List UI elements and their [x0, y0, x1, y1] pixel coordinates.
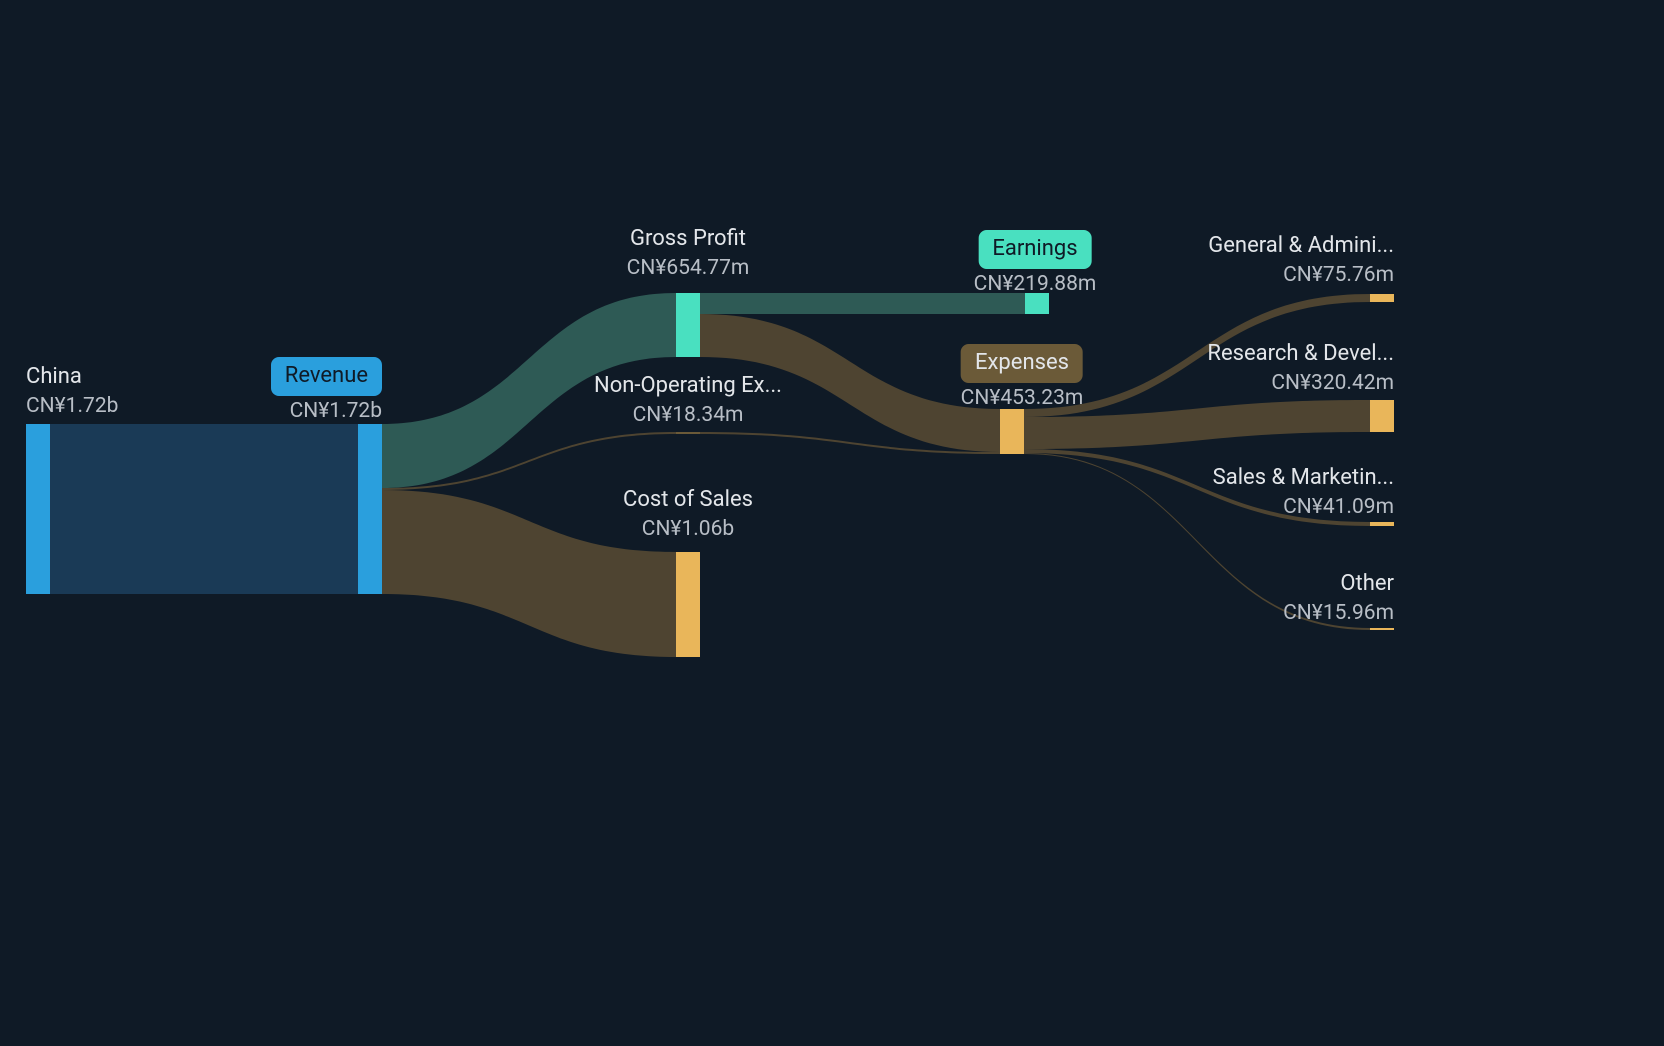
- node-other[interactable]: [1370, 628, 1394, 630]
- label-ga-title: General & Admini...: [1208, 232, 1394, 260]
- label-revenue-value: CN¥1.72b: [271, 398, 382, 424]
- label-expenses-value: CN¥453.23m: [961, 385, 1084, 411]
- label-rd-value: CN¥320.42m: [1207, 370, 1394, 396]
- label-expenses-title: Expenses: [961, 344, 1083, 383]
- label-expenses: ExpensesCN¥453.23m: [961, 344, 1084, 411]
- label-other-title: Other: [1340, 570, 1394, 598]
- label-ga: General & Admini...CN¥75.76m: [1208, 232, 1394, 288]
- label-china-value: CN¥1.72b: [26, 393, 118, 419]
- label-rd-title: Research & Devel...: [1207, 340, 1394, 368]
- label-earnings: EarningsCN¥219.88m: [974, 230, 1097, 297]
- label-sm-value: CN¥41.09m: [1213, 494, 1394, 520]
- flow-revenue-to-non_op: [382, 432, 676, 490]
- label-earnings-value: CN¥219.88m: [974, 271, 1097, 297]
- label-gross_profit: Gross ProfitCN¥654.77m: [627, 225, 750, 281]
- node-sm[interactable]: [1370, 522, 1394, 526]
- label-non_op: Non-Operating Ex...CN¥18.34m: [594, 372, 782, 428]
- label-revenue-title: Revenue: [271, 357, 382, 396]
- label-sm: Sales & Marketin...CN¥41.09m: [1213, 464, 1394, 520]
- node-cost_of_sales[interactable]: [676, 552, 700, 657]
- label-cost_of_sales-value: CN¥1.06b: [623, 516, 753, 542]
- label-rd: Research & Devel...CN¥320.42m: [1207, 340, 1394, 396]
- label-revenue: RevenueCN¥1.72b: [271, 357, 382, 424]
- node-revenue[interactable]: [358, 424, 382, 594]
- node-non_op[interactable]: [676, 432, 700, 434]
- label-gross_profit-title: Gross Profit: [627, 225, 750, 253]
- node-expenses[interactable]: [1000, 409, 1024, 454]
- node-ga[interactable]: [1370, 294, 1394, 302]
- sankey-flows: [0, 0, 1664, 1046]
- sankey-chart: ChinaCN¥1.72bRevenueCN¥1.72bGross Profit…: [0, 0, 1664, 1046]
- node-china[interactable]: [26, 424, 50, 594]
- label-cost_of_sales-title: Cost of Sales: [623, 486, 753, 514]
- label-other-value: CN¥15.96m: [1283, 600, 1394, 626]
- node-rd[interactable]: [1370, 400, 1394, 432]
- label-non_op-title: Non-Operating Ex...: [594, 372, 782, 400]
- flow-non_op-to-expenses: [700, 432, 1000, 454]
- label-cost_of_sales: Cost of SalesCN¥1.06b: [623, 486, 753, 542]
- label-non_op-value: CN¥18.34m: [594, 402, 782, 428]
- node-gross_profit[interactable]: [676, 293, 700, 357]
- label-gross_profit-value: CN¥654.77m: [627, 255, 750, 281]
- label-sm-title: Sales & Marketin...: [1213, 464, 1394, 492]
- label-china-title: China: [26, 363, 118, 391]
- label-earnings-title: Earnings: [978, 230, 1091, 269]
- flow-china-to-revenue: [50, 424, 358, 594]
- label-china: ChinaCN¥1.72b: [26, 363, 118, 419]
- label-ga-value: CN¥75.76m: [1208, 262, 1394, 288]
- label-other: OtherCN¥15.96m: [1283, 570, 1394, 626]
